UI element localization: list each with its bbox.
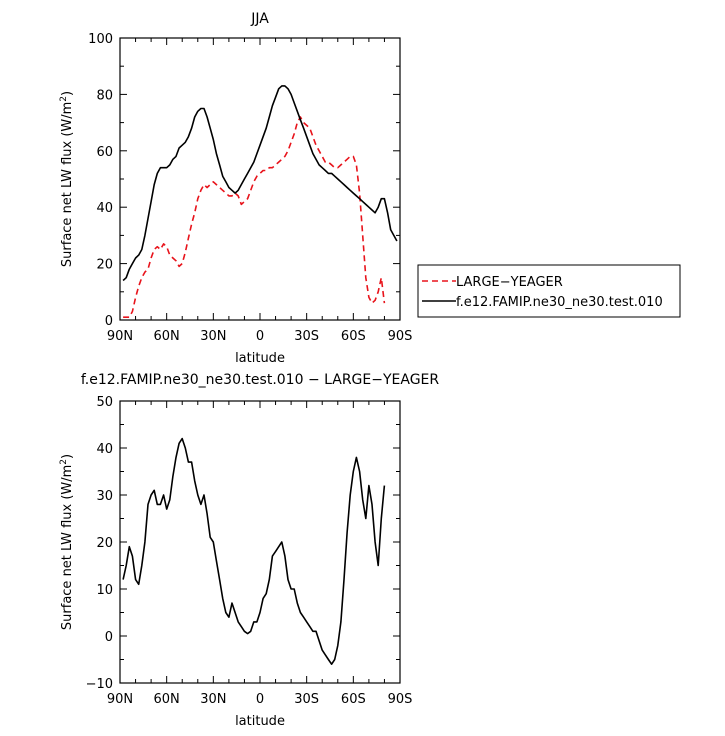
- top-ytick-label: 20: [96, 258, 113, 273]
- bottom-xtick-label: 0: [256, 692, 264, 707]
- bottom-y-axis-label-superscript: 2: [59, 459, 69, 465]
- bottom-y-axis-label-close: ): [60, 454, 75, 459]
- bottom-chart-title: f.e12.FAMIP.ne30_ne30.test.010 − LARGE−Y…: [81, 372, 440, 388]
- bottom-series-line-0: [122, 437, 386, 666]
- top-xtick-label: 60N: [154, 329, 180, 344]
- top-series-line-1: [122, 85, 398, 282]
- bottom-ytick-label: 20: [96, 536, 113, 551]
- top-xtick-label: 90N: [107, 329, 133, 344]
- bottom-xtick-label: 30S: [294, 692, 319, 707]
- bottom-xtick-label: 60S: [341, 692, 366, 707]
- bottom-xtick-label: 60N: [154, 692, 180, 707]
- bottom-ytick-label: −10: [86, 677, 113, 692]
- legend: LARGE−YEAGER f.e12.FAMIP.ne30_ne30.test.…: [417, 264, 681, 318]
- top-chart: JJA 0 20 40 60 80 100 90N 60N 30N 0 30S 60S 90S lati…: [59, 11, 412, 366]
- bottom-y-axis-label-text: Surface net LW flux (W/m: [60, 465, 75, 630]
- top-chart-title: JJA: [250, 11, 269, 27]
- top-series-lines: [122, 85, 398, 319]
- top-ytick-label: 0: [105, 314, 113, 329]
- bottom-xtick-label: 90S: [388, 692, 413, 707]
- bottom-axis-ticks: −10 0 10 20 30 40 50 90N 60N 30N 0 30S 60S 90S: [86, 395, 413, 707]
- top-xtick-label: 30S: [294, 329, 319, 344]
- top-x-axis-label: latitude: [235, 351, 285, 366]
- top-y-axis-label: Surface net LW flux (W/m2): [59, 91, 75, 267]
- top-ytick-label: 60: [96, 145, 113, 160]
- bottom-xtick-label: 90N: [107, 692, 133, 707]
- bottom-plot-frame: [119, 400, 401, 684]
- legend-label-large-yeager: LARGE−YEAGER: [456, 275, 563, 290]
- top-xtick-label: 0: [256, 329, 264, 344]
- top-xtick-label: 90S: [388, 329, 413, 344]
- top-xtick-label: 60S: [341, 329, 366, 344]
- bottom-ytick-label: 30: [96, 489, 113, 504]
- top-ytick-label: 40: [96, 201, 113, 216]
- top-xtick-label: 30N: [200, 329, 226, 344]
- top-y-axis-label-close: ): [60, 91, 75, 96]
- bottom-xtick-label: 30N: [200, 692, 226, 707]
- bottom-ytick-label: 40: [96, 442, 113, 457]
- bottom-ytick-label: 10: [96, 583, 113, 598]
- top-y-axis-label-superscript: 2: [59, 96, 69, 102]
- legend-label-fe12: f.e12.FAMIP.ne30_ne30.test.010: [456, 295, 663, 310]
- top-ytick-label: 100: [88, 32, 113, 47]
- top-series-line-0: [123, 116, 386, 319]
- bottom-ytick-label: 0: [105, 630, 113, 645]
- top-axis-ticks: 0 20 40 60 80 100 90N 60N 30N 0 30S 60S 90S: [88, 32, 412, 344]
- bottom-series-lines: [122, 437, 386, 666]
- top-y-axis-label-text: Surface net LW flux (W/m: [60, 102, 75, 267]
- top-ytick-label: 80: [96, 88, 113, 103]
- bottom-x-axis-label: latitude: [235, 714, 285, 729]
- bottom-chart: f.e12.FAMIP.ne30_ne30.test.010 − LARGE−Y…: [59, 372, 439, 729]
- bottom-y-axis-label: Surface net LW flux (W/m2): [59, 454, 75, 630]
- bottom-ytick-label: 50: [96, 395, 113, 410]
- legend-box: [417, 264, 681, 318]
